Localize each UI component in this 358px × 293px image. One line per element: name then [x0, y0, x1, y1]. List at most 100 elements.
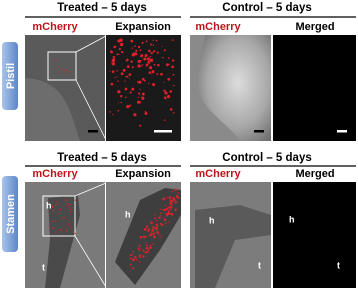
fluorescence-dot [172, 111, 175, 114]
fluorescence-dot [129, 254, 131, 256]
fluorescence-dot [57, 71, 60, 73]
row-label-box [2, 42, 18, 110]
fluorescence-dot [129, 257, 132, 260]
panel-title: Merged [295, 21, 334, 33]
fluorescence-dot [137, 96, 139, 98]
fluorescence-dot [117, 102, 119, 104]
zoom-line [75, 35, 107, 53]
fluorescence-dot [163, 49, 166, 52]
panel-title: mCherry [32, 168, 78, 180]
fluorescence-dot [167, 210, 170, 213]
panel-title: mCherry [195, 21, 241, 33]
fluorescence-dot [169, 108, 173, 111]
fluorescence-dot [131, 53, 135, 57]
fluorescence-dot [172, 59, 175, 62]
fluorescence-dot [124, 80, 126, 82]
fluorescence-dot [138, 80, 142, 84]
fluorescence-dot [169, 213, 171, 215]
fluorescence-dot [59, 208, 62, 210]
panel-title: mCherry [32, 21, 78, 33]
fluorescence-dot [161, 224, 164, 227]
fluorescence-dot [142, 235, 146, 239]
fluorescence-dot [177, 192, 180, 194]
fluorescence-dot [143, 228, 147, 231]
fluorescence-dot [152, 243, 154, 245]
group-title: Treated – 5 days [57, 152, 147, 164]
fluorescence-dot [154, 231, 157, 233]
fluorescence-dot [163, 119, 166, 121]
fluorescence-dot [135, 258, 138, 261]
tissue [195, 205, 271, 288]
fluorescence-dot [141, 77, 145, 81]
row-label: Pistil [5, 63, 17, 89]
image-label: t [337, 260, 340, 270]
fluorescence-dot [164, 204, 167, 206]
fluorescence-dot [163, 208, 166, 212]
fluorescence-dot [145, 40, 148, 43]
fluorescence-dot [52, 209, 54, 212]
fluorescence-dot [172, 190, 174, 193]
fluorescence-dot [156, 231, 160, 234]
fluorescence-dot [174, 208, 177, 211]
fluorescence-dot [140, 236, 143, 239]
fluorescence-dot [145, 63, 149, 67]
fluorescence-dot [66, 202, 69, 204]
fluorescence-dot [141, 96, 145, 100]
scale-bar [88, 130, 98, 133]
fluorescence-dot [167, 221, 170, 223]
fluorescence-dot [141, 92, 145, 96]
fluorescence-dot [152, 226, 155, 229]
fluorescence-dot [157, 63, 160, 67]
fluorescence-dot [56, 201, 58, 203]
fluorescence-dot [150, 221, 153, 225]
fluorescence-dot [116, 53, 119, 56]
fluorescence-dot [156, 229, 158, 231]
fluorescence-dot [149, 58, 154, 63]
scale-bar [254, 130, 264, 133]
fluorescence-dot [51, 206, 54, 208]
fluorescence-dot [138, 261, 141, 263]
fluorescence-dot [63, 216, 66, 219]
fluorescence-dot [154, 214, 156, 216]
fluorescence-dot [147, 60, 151, 64]
fluorescence-dot [120, 101, 123, 104]
fluorescence-dot [119, 42, 124, 47]
fluorescence-dot [137, 59, 141, 63]
fluorescence-dot [55, 231, 57, 233]
panel-title: Expansion [115, 168, 171, 180]
fluorescence-dot [127, 59, 129, 61]
fluorescence-dot [64, 199, 67, 201]
fluorescence-dot [132, 267, 135, 270]
fluorescence-dot [74, 232, 77, 235]
image-label: t [42, 262, 45, 272]
fluorescence-dot [166, 213, 169, 216]
tissue [197, 35, 271, 141]
fluorescence-dot [129, 91, 132, 94]
fluorescence-dot [152, 232, 155, 235]
fluorescence-dot [150, 43, 152, 46]
scale-bar [154, 130, 172, 133]
fluorescence-dot [164, 97, 167, 100]
fluorescence-dot [138, 254, 141, 257]
panel-title: mCherry [195, 168, 241, 180]
fluorescence-dot [142, 255, 145, 258]
image-label: h [289, 214, 295, 224]
fluorescence-dot [139, 244, 141, 246]
fluorescence-dot [155, 227, 158, 230]
fluorescence-dot [130, 254, 133, 257]
fluorescence-dot [144, 251, 147, 254]
fluorescence-dot [124, 96, 127, 99]
image-label: h [125, 209, 131, 219]
fluorescence-dot [169, 90, 173, 93]
panel-title: Merged [295, 168, 334, 180]
fluorescence-dot [141, 64, 144, 66]
fluorescence-dot [133, 113, 137, 117]
fluorescence-dot [130, 60, 133, 63]
micrograph [106, 35, 181, 141]
fluorescence-dot [70, 70, 72, 72]
fluorescence-dot [51, 220, 54, 223]
fluorescence-dot [118, 53, 120, 55]
fluorescence-dot [136, 81, 139, 83]
fluorescence-dot [177, 196, 180, 199]
